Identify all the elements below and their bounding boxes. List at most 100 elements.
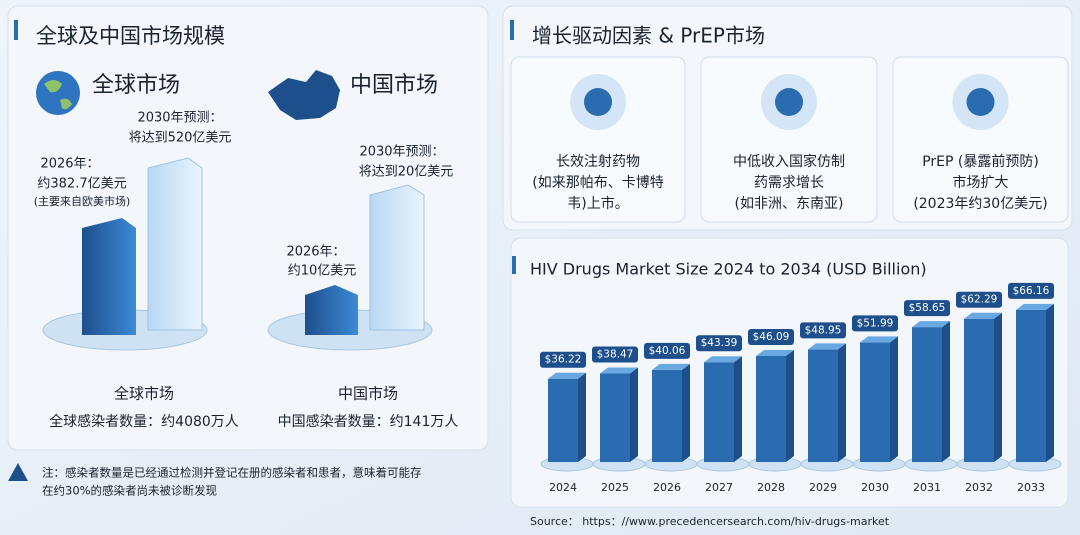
value-tag [748,328,794,345]
panel-title: 增长驱动因素 & PrEP市场 [532,24,765,48]
value-tag [696,335,742,352]
value-label: $38.47 [597,349,634,361]
x-tick-label: 2025 [601,481,629,494]
glass-block [147,157,203,331]
bar [912,327,942,462]
note: 注：感染者数量是已经通过检测并登记在册的感染者和患者，意味着可能存 [42,466,422,480]
chart-title: HIV Drugs Market Size 2024 to 2034 (USD … [530,260,927,279]
label: 2026年： [40,157,99,172]
bar-top [912,321,950,328]
bar [964,318,994,462]
card [510,56,686,223]
label: 2030年预测： [137,111,222,126]
accent [510,20,514,40]
card-text: 长效注射药物 [556,154,640,170]
accent [14,20,18,40]
x-tick-label: 2029 [809,481,837,494]
bar [860,342,890,462]
x-tick-label: 2024 [549,481,577,494]
bar-top [964,312,1002,319]
label: 将达到520亿美元 [129,131,232,146]
x-tick-label: 2028 [757,481,785,494]
caption: 中国感染者数量：约141万人 [278,413,459,430]
card-text: 中低收入国家仿制 [733,153,845,170]
source: Source： https：//www.precedencersearch.co… [530,515,890,528]
bar [600,373,630,462]
bar-top [652,363,690,370]
label: (主要来自欧美市场) [34,194,131,208]
bar-top [548,372,586,379]
card-icon-core [584,88,612,116]
bar-side [890,336,898,462]
value-tag [956,291,1002,308]
value-label: $51.99 [857,317,894,329]
heading: 中国市场 [350,73,438,98]
card-text: (2023年约30亿美元) [913,196,1047,212]
china-icon [268,70,340,120]
block [82,218,136,335]
bar-side [786,349,794,462]
card-text: 市场扩大 [953,174,1009,191]
block [305,285,358,335]
bar-top [704,356,742,363]
globe-icon [36,71,80,115]
card-text: 韦)上市。 [567,195,628,212]
value-label: $43.39 [701,337,738,349]
bar [1016,309,1046,462]
bar [652,369,682,462]
label: 2030年预测： [359,145,444,160]
label: 约10亿美元 [288,264,357,279]
value-label: $48.95 [805,324,842,336]
card-icon-core [966,88,995,116]
value-tag [1008,282,1054,299]
label: 将达到20亿美元 [359,165,454,180]
value-tag [644,342,690,359]
value-tag [904,300,950,317]
x-tick-label: 2027 [705,481,733,494]
card-text: PrEP (暴露前预防) [922,153,1039,170]
bar-top [808,343,846,350]
value-tag [852,315,898,332]
caption: 中国市场 [338,385,398,403]
heading: 全球市场 [92,73,180,98]
card-text: 药需求增长 [754,175,824,191]
glass-block [369,184,425,331]
accent [512,256,516,274]
value-label: $58.65 [909,302,946,314]
bar-side [682,363,690,462]
bar-top [600,367,638,374]
value-tag [800,322,846,339]
x-tick-label: 2033 [1017,481,1045,494]
panel-title: 全球及中国市场规模 [36,24,225,48]
x-tick-label: 2032 [965,481,993,494]
value-label: $62.29 [961,294,998,306]
bar-side [630,367,638,462]
bar-side [1046,303,1054,462]
card-text: (如非洲、东南亚) [735,196,844,212]
bar [548,378,578,462]
note: 在约30%的感染者尚未被诊断发现 [42,484,217,498]
bar-top [756,349,794,356]
caption: 全球市场 [114,385,174,403]
bar [808,349,838,462]
x-tick-label: 2030 [861,481,889,494]
card-icon-core [775,88,803,116]
value-label: $66.16 [1013,285,1050,297]
bar-side [942,321,950,462]
x-tick-label: 2026 [653,481,681,494]
bar-top [1016,303,1054,310]
value-label: $40.06 [649,345,686,357]
card-text: (如来那帕布、卡博特 [532,174,663,191]
label: 约382.7亿美元 [37,177,126,192]
value-label: $46.09 [753,331,790,343]
bar-side [994,312,1002,462]
caption: 全球感染者数量：约4080万人 [49,413,239,430]
bar [704,362,734,462]
globe-land [44,80,72,110]
card [700,56,878,223]
card [892,56,1069,223]
value-label: $36.22 [545,354,582,366]
bar-top [860,336,898,343]
value-tag [592,346,638,363]
